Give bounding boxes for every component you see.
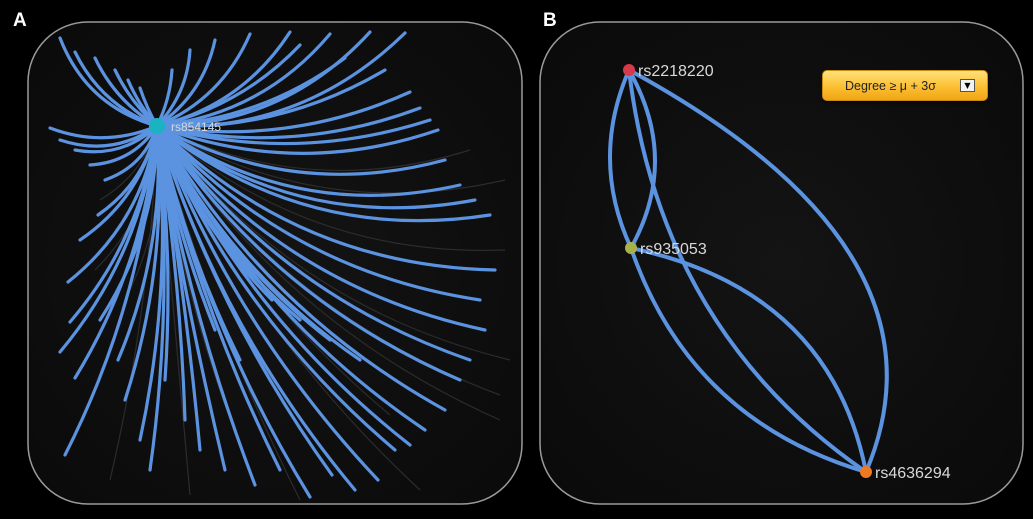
edge-rs854145 xyxy=(155,124,462,197)
edge-rs854145 xyxy=(63,124,159,457)
edge-rs854145 xyxy=(155,124,447,176)
edge-rs854145 xyxy=(73,50,159,128)
edge-rs854145 xyxy=(155,124,440,155)
edge-rs935053-rs4636294-2 xyxy=(629,246,868,474)
panel-b: rs2218220 rs935053 rs4636294 xyxy=(539,21,1024,505)
edge-rs854145 xyxy=(155,124,357,492)
edge-rs854145 xyxy=(155,68,387,129)
edge-rs854145 xyxy=(155,90,412,134)
panel-b-letter: B xyxy=(543,10,557,31)
edge-rs854145 xyxy=(155,124,487,332)
node-rs2218220[interactable] xyxy=(623,64,635,76)
edge-rs854145 xyxy=(155,124,362,362)
panel-a: rs854145 xyxy=(27,21,523,505)
degree-filter-label: Degree ≥ μ + 3σ xyxy=(845,78,936,93)
edge-rs854145 xyxy=(155,124,497,272)
edge-rs854145 xyxy=(93,56,159,128)
node-rs935053[interactable] xyxy=(625,242,637,254)
edge-rs854145 xyxy=(155,124,482,302)
edge-rs854145 xyxy=(155,124,462,382)
node-label-rs2218220: rs2218220 xyxy=(638,63,714,80)
edge-rs854145 xyxy=(48,124,159,140)
node-label-rs935053: rs935053 xyxy=(640,241,707,258)
chevron-down-icon[interactable]: ▼ xyxy=(960,79,975,92)
panel-a-edges xyxy=(48,30,497,499)
node-label-rs854145: rs854145 xyxy=(171,120,221,134)
edge-rs854145 xyxy=(88,124,159,167)
edge-rs2218220-rs935053 xyxy=(608,68,633,250)
edge-rs854145 xyxy=(98,124,159,322)
edge-rs854145 xyxy=(155,106,422,140)
faint-edge xyxy=(156,125,506,194)
edge-rs854145 xyxy=(155,32,332,128)
node-rs854145[interactable] xyxy=(149,118,165,134)
edge-rs854145 xyxy=(155,124,242,362)
edge-rs935053-rs4636294 xyxy=(629,246,868,474)
edge-rs854145 xyxy=(155,124,477,210)
edge-rs854145 xyxy=(155,48,192,128)
edge-rs854145 xyxy=(155,32,252,128)
edge-rs854145 xyxy=(155,43,302,128)
edge-rs854145 xyxy=(155,56,347,128)
panel-b-edges xyxy=(608,68,889,474)
degree-filter-dropdown[interactable]: Degree ≥ μ + 3σ ▼ xyxy=(822,70,988,101)
edge-rs854145 xyxy=(155,124,492,223)
faint-edge xyxy=(156,125,506,252)
edge-rs854145 xyxy=(155,124,447,412)
edge-rs854145 xyxy=(155,38,217,128)
faint-edge xyxy=(156,125,471,172)
node-rs4636294[interactable] xyxy=(860,466,872,478)
edge-rs2218220-rs4636294 xyxy=(627,68,889,474)
edge-rs2218220-rs4636294-2 xyxy=(627,68,868,474)
edge-rs854145 xyxy=(155,118,432,146)
node-label-rs4636294: rs4636294 xyxy=(875,465,951,482)
edge-rs854145 xyxy=(155,124,472,362)
edge-rs854145 xyxy=(73,124,159,154)
edge-rs854145 xyxy=(155,124,380,482)
panel-a-letter: A xyxy=(13,10,27,31)
edge-rs2218220-rs935053-2 xyxy=(627,68,657,250)
panel-b-frame xyxy=(539,21,1024,505)
